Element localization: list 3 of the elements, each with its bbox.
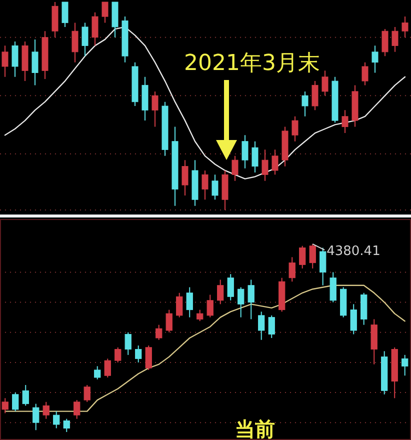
annotation: 2021年3月末 — [184, 51, 320, 76]
annotation: 当前 — [235, 417, 275, 440]
annotation: 4380.41 — [326, 244, 380, 259]
